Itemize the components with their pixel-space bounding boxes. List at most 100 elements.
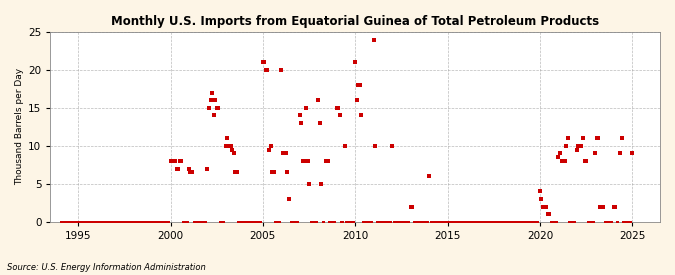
Point	[369, 37, 379, 42]
Point	[354, 83, 365, 87]
Point	[558, 159, 568, 163]
Point	[621, 219, 632, 224]
Point	[259, 60, 270, 65]
Point	[393, 219, 404, 224]
Point	[612, 219, 622, 224]
Point	[437, 219, 448, 224]
Point	[232, 170, 242, 175]
Point	[205, 98, 216, 103]
Point	[574, 144, 585, 148]
Point	[293, 219, 304, 224]
Point	[238, 219, 248, 224]
Point	[514, 219, 525, 224]
Point	[572, 147, 583, 152]
Point	[411, 219, 422, 224]
Point	[321, 159, 331, 163]
Point	[507, 219, 518, 224]
Point	[385, 219, 396, 224]
Point	[240, 219, 251, 224]
Point	[383, 219, 394, 224]
Point	[583, 219, 593, 224]
Point	[496, 219, 507, 224]
Point	[120, 219, 131, 224]
Point	[353, 83, 364, 87]
Point	[504, 219, 514, 224]
Point	[614, 151, 625, 156]
Point	[323, 219, 334, 224]
Point	[506, 219, 516, 224]
Point	[348, 219, 359, 224]
Point	[184, 166, 194, 171]
Point	[101, 219, 111, 224]
Point	[345, 219, 356, 224]
Point	[330, 219, 341, 224]
Point	[388, 219, 399, 224]
Point	[125, 219, 136, 224]
Point	[190, 219, 200, 224]
Point	[436, 219, 447, 224]
Point	[146, 219, 157, 224]
Point	[370, 144, 381, 148]
Point	[173, 166, 184, 171]
Point	[180, 219, 191, 224]
Point	[223, 144, 234, 148]
Point	[84, 219, 95, 224]
Point	[459, 219, 470, 224]
Point	[234, 219, 245, 224]
Point	[484, 219, 495, 224]
Point	[554, 151, 565, 156]
Point	[119, 219, 130, 224]
Point	[114, 219, 125, 224]
Point	[132, 219, 142, 224]
Point	[431, 219, 442, 224]
Point	[414, 219, 425, 224]
Point	[562, 136, 573, 141]
Point	[253, 219, 264, 224]
Point	[282, 170, 293, 175]
Point	[254, 219, 265, 224]
Point	[82, 219, 92, 224]
Point	[136, 219, 146, 224]
Point	[153, 219, 163, 224]
Point	[359, 219, 370, 224]
Point	[302, 159, 313, 163]
Point	[338, 219, 348, 224]
Point	[150, 219, 161, 224]
Point	[550, 219, 561, 224]
Point	[585, 219, 596, 224]
Point	[604, 219, 615, 224]
Point	[460, 219, 471, 224]
Point	[277, 151, 288, 156]
Point	[454, 219, 465, 224]
Point	[284, 197, 294, 201]
Point	[533, 219, 544, 224]
Point	[510, 219, 521, 224]
Point	[85, 219, 96, 224]
Point	[407, 204, 418, 209]
Point	[298, 159, 308, 163]
Point	[200, 219, 211, 224]
Point	[76, 219, 86, 224]
Point	[531, 219, 542, 224]
Point	[215, 219, 225, 224]
Point	[86, 219, 97, 224]
Point	[595, 204, 605, 209]
Point	[239, 219, 250, 224]
Point	[107, 219, 117, 224]
Point	[475, 219, 485, 224]
Point	[418, 219, 429, 224]
Point	[74, 219, 85, 224]
Point	[99, 219, 110, 224]
Point	[530, 219, 541, 224]
Point	[456, 219, 467, 224]
Point	[377, 219, 388, 224]
Point	[182, 219, 193, 224]
Point	[156, 219, 167, 224]
Point	[497, 219, 508, 224]
Point	[485, 219, 496, 224]
Point	[142, 219, 153, 224]
Point	[398, 219, 408, 224]
Text: Source: U.S. Energy Information Administration: Source: U.S. Energy Information Administ…	[7, 263, 205, 272]
Point	[568, 219, 579, 224]
Point	[408, 219, 419, 224]
